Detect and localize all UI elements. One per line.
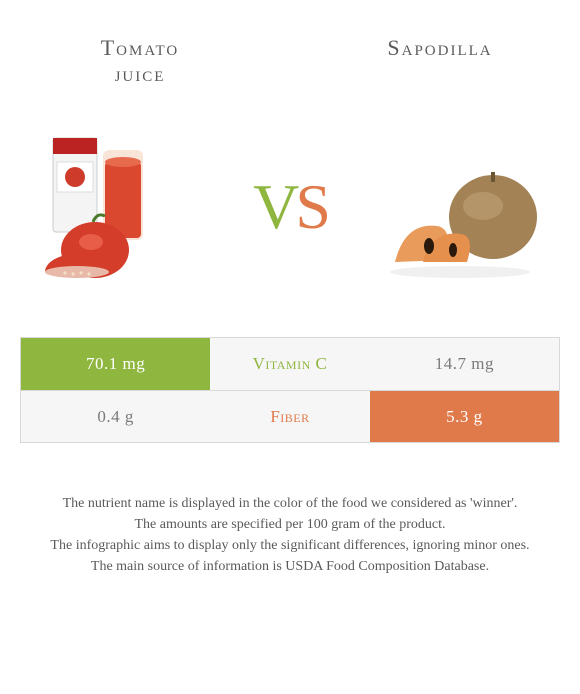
footnote-line: The infographic aims to display only the…	[20, 535, 560, 556]
row1-label: Fiber	[210, 391, 369, 442]
table-row: 0.4 g Fiber 5.3 g	[21, 390, 559, 442]
left-food-title: Tomato juice	[50, 35, 230, 87]
footnotes: The nutrient name is displayed in the co…	[0, 493, 580, 577]
right-title: Sapodilla	[387, 35, 492, 60]
footnote-line: The nutrient name is displayed in the co…	[20, 493, 560, 514]
tomato-juice-image	[30, 117, 210, 297]
row0-left: 70.1 mg	[21, 338, 210, 390]
sapodilla-image	[370, 117, 550, 297]
left-title-line2: juice	[115, 61, 166, 86]
right-food-title: Sapodilla	[350, 35, 530, 87]
images-row: VS	[0, 107, 580, 307]
row1-left: 0.4 g	[21, 391, 210, 442]
footnote-line: The amounts are specified per 100 gram o…	[20, 514, 560, 535]
footnote-line: The main source of information is USDA F…	[20, 556, 560, 577]
header: Tomato juice Sapodilla	[0, 0, 580, 107]
left-title-line1: Tomato	[101, 35, 180, 60]
comparison-table: 70.1 mg Vitamin C 14.7 mg 0.4 g Fiber 5.…	[20, 337, 560, 443]
row0-label: Vitamin C	[210, 338, 369, 390]
row1-right: 5.3 g	[370, 391, 559, 442]
vs-v: V	[253, 171, 295, 242]
table-row: 70.1 mg Vitamin C 14.7 mg	[21, 338, 559, 390]
vs-label: VS	[253, 170, 327, 244]
vs-s: S	[295, 171, 327, 242]
row0-right: 14.7 mg	[370, 338, 559, 390]
